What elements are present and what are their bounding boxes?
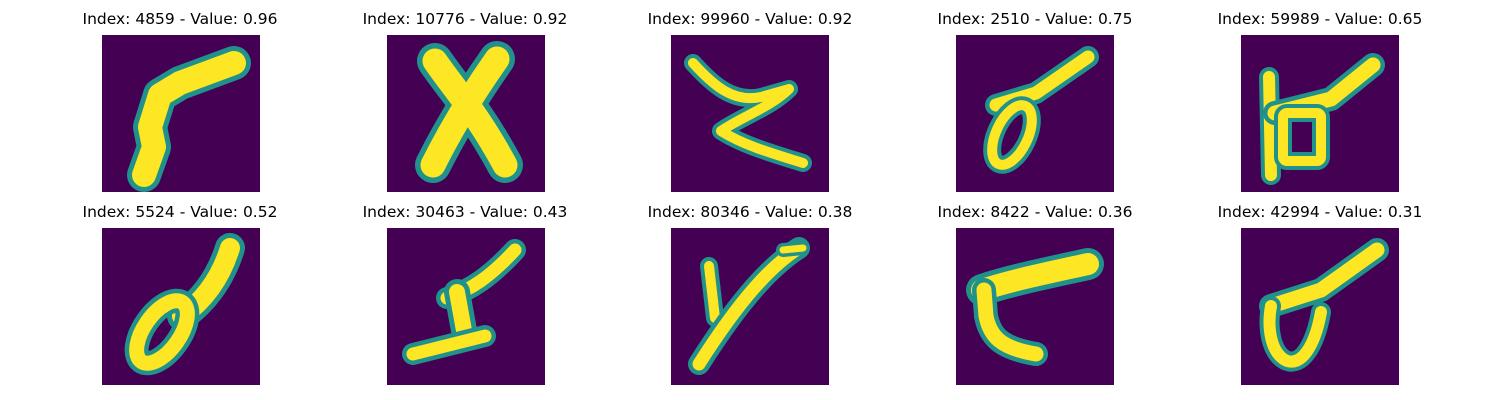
panel-title: Index: 30463 - Value: 0.43 bbox=[362, 203, 568, 221]
panel-5: Index: 59989 - Value: 0.65 bbox=[1170, 0, 1470, 200]
digit-image bbox=[102, 228, 260, 385]
digit-image bbox=[1241, 228, 1399, 385]
digit-image bbox=[956, 228, 1114, 385]
panel-title: Index: 5524 - Value: 0.52 bbox=[82, 203, 278, 221]
panel-2: Index: 10776 - Value: 0.92 bbox=[315, 0, 615, 200]
panel-10: Index: 42994 - Value: 0.31 bbox=[1170, 193, 1470, 393]
panel-title: Index: 42994 - Value: 0.31 bbox=[1217, 203, 1423, 221]
digit-image bbox=[956, 35, 1114, 192]
panel-4: Index: 2510 - Value: 0.75 bbox=[885, 0, 1185, 200]
digit-image bbox=[387, 228, 545, 385]
panel-8: Index: 80346 - Value: 0.38 bbox=[600, 193, 900, 393]
digit-image bbox=[671, 228, 829, 385]
panel-3: Index: 99960 - Value: 0.92 bbox=[600, 0, 900, 200]
panel-title: Index: 59989 - Value: 0.65 bbox=[1217, 10, 1423, 28]
panel-title: Index: 4859 - Value: 0.96 bbox=[82, 10, 278, 28]
panel-title: Index: 99960 - Value: 0.92 bbox=[647, 10, 853, 28]
panel-9: Index: 8422 - Value: 0.36 bbox=[885, 193, 1185, 393]
panel-7: Index: 30463 - Value: 0.43 bbox=[315, 193, 615, 393]
panel-title: Index: 2510 - Value: 0.75 bbox=[937, 10, 1133, 28]
panel-1: Index: 4859 - Value: 0.96 bbox=[30, 0, 330, 200]
panel-title: Index: 10776 - Value: 0.92 bbox=[362, 10, 568, 28]
digit-image bbox=[387, 35, 545, 192]
digit-image bbox=[1241, 35, 1399, 192]
panel-title: Index: 8422 - Value: 0.36 bbox=[937, 203, 1133, 221]
panel-6: Index: 5524 - Value: 0.52 bbox=[30, 193, 330, 393]
digit-image bbox=[102, 35, 260, 192]
digit-image bbox=[671, 35, 829, 192]
panel-title: Index: 80346 - Value: 0.38 bbox=[647, 203, 853, 221]
